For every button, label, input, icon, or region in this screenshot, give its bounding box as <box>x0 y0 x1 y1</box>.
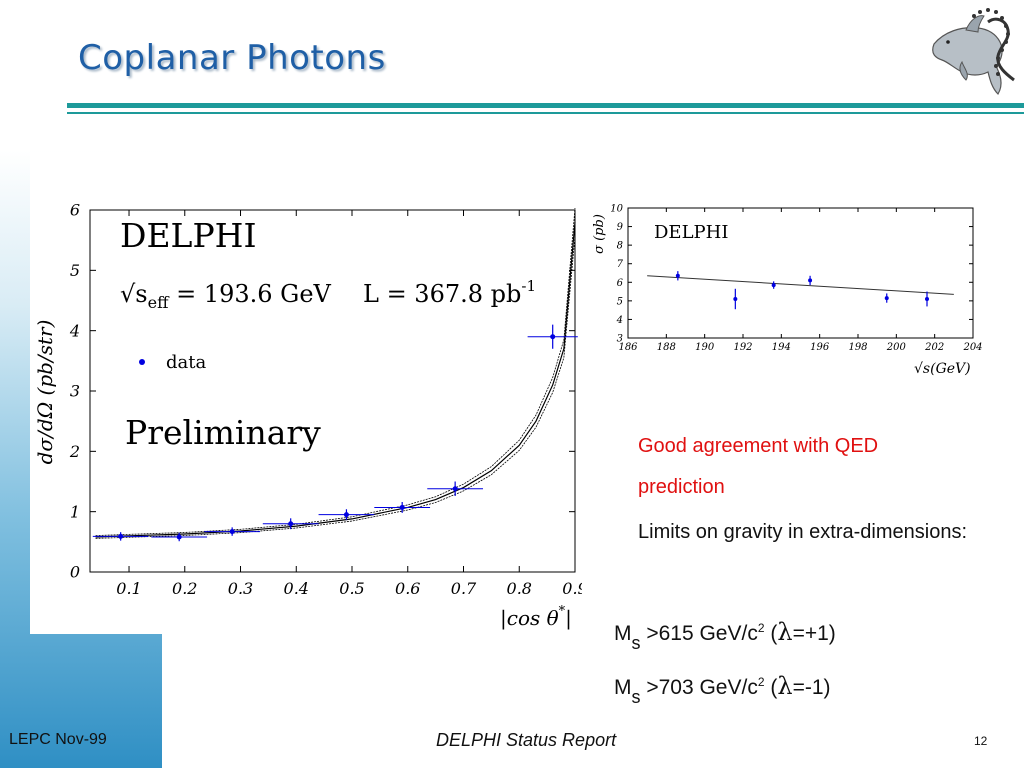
title-rule-thick <box>67 103 1024 108</box>
x-tick-label: 186 <box>618 342 638 353</box>
y-tick-label: 5 <box>617 296 623 307</box>
y-tick-label: 10 <box>610 204 623 215</box>
qed-curve-central <box>95 222 576 538</box>
cross-section-vs-energy-chart: 3 4 5 6 7 8 9 10 186 188 190 192 194 196 198 200 202 204… <box>592 204 983 378</box>
qed-agreement-text: Good agreement with QED prediction <box>638 435 879 498</box>
data-points <box>92 324 578 542</box>
inset-y-axis-ticks: 3 4 5 6 7 8 9 10 <box>610 204 973 345</box>
y-tick-label: 6 <box>70 201 80 220</box>
plot-frame <box>89 209 576 573</box>
data-point <box>808 278 813 283</box>
x-tick-label: 194 <box>772 342 791 353</box>
y-tick-label: 5 <box>70 261 80 280</box>
y-tick-label: 3 <box>70 382 80 401</box>
x-tick-label: 0.9 <box>562 579 582 598</box>
data-point <box>733 297 738 301</box>
x-tick-label: 188 <box>657 342 676 353</box>
title-rule-thin <box>67 112 1024 114</box>
x-tick-label: 190 <box>695 342 715 353</box>
data-point <box>925 297 929 301</box>
qed-curve-edge <box>95 236 576 539</box>
x-tick-label: 0.8 <box>507 579 532 598</box>
conclusions-block: Good agreement with QED prediction Limit… <box>638 426 968 553</box>
x-tick-label: 0.6 <box>395 579 420 598</box>
page-number: 12 <box>974 734 988 748</box>
x-tick-label: 0.3 <box>228 579 253 598</box>
x-tick-label: 198 <box>848 342 867 353</box>
y-tick-label: 0 <box>70 563 80 582</box>
data-point <box>675 273 680 278</box>
fit-line <box>647 275 954 295</box>
qed-curve-band <box>95 208 576 539</box>
limit-lambda-minus: Ms >703 GeV/c2 (λ=-1) <box>614 672 831 707</box>
inset-x-axis-ticks: 186 188 190 192 194 196 198 200 202 204 <box>618 208 983 353</box>
y-tick-label: 4 <box>69 321 80 340</box>
x-axis-label: |cos θ*| <box>500 604 572 631</box>
luminosity-label: L = 367.8 pb-1 <box>363 277 536 308</box>
y-axis-ticks: 0 1 2 3 4 5 6 <box>69 201 575 582</box>
qed-curve-edge <box>95 208 576 537</box>
data-point <box>550 334 556 340</box>
dolphin-body <box>932 15 1015 95</box>
y-tick-label: 2 <box>69 442 80 461</box>
y-tick-label: 9 <box>617 222 624 233</box>
inset-experiment-label: DELPHI <box>654 222 728 243</box>
data-point <box>229 529 235 535</box>
star-ring <box>972 8 1010 76</box>
inset-plot-frame <box>627 207 974 339</box>
data-point <box>771 283 776 288</box>
x-tick-label: 192 <box>733 342 752 353</box>
data-point <box>118 533 124 539</box>
x-tick-label: 196 <box>810 342 830 353</box>
y-tick-label: 3 <box>617 334 623 345</box>
x-tick-label: 202 <box>924 342 944 353</box>
x-tick-label: 0.7 <box>451 579 477 598</box>
slide-title: Coplanar Photons <box>78 38 386 78</box>
y-tick-label: 7 <box>617 259 624 270</box>
y-tick-label: 1 <box>70 502 80 521</box>
x-tick-label: 0.2 <box>172 579 197 598</box>
footer-report-title: DELPHI Status Report <box>436 730 617 750</box>
data-point <box>452 486 458 492</box>
y-tick-label: 6 <box>617 278 624 289</box>
data-point <box>288 521 294 527</box>
x-tick-label: 0.1 <box>116 579 141 598</box>
data-point <box>884 296 889 301</box>
y-tick-label: 4 <box>616 315 623 326</box>
angular-distribution-chart: 0 1 2 3 4 5 6 0.1 0.2 0.3 0.4 0.5 0.6 0.7 0.8 0.9 dσ/d… <box>33 201 588 631</box>
x-tick-label: 204 <box>962 342 982 353</box>
x-tick-label: 0.4 <box>284 579 309 598</box>
preliminary-label: Preliminary <box>125 413 321 452</box>
x-tick-label: 0.5 <box>339 579 364 598</box>
energy-label: √seff = 193.6 GeV <box>120 280 332 312</box>
main-plot-panel: 0 1 2 3 4 5 6 0.1 0.2 0.3 0.4 0.5 0.6 0.7 0.8 0.9 dσ/d… <box>30 152 588 634</box>
experiment-label: DELPHI <box>120 216 256 255</box>
data-point <box>343 512 349 518</box>
inset-y-axis-label: σ (pb) <box>592 214 607 254</box>
inset-data-points <box>675 271 929 310</box>
inset-plot-panel: 3 4 5 6 7 8 9 10 186 188 190 192 194 196 198 200 202 204… <box>588 196 988 382</box>
dolphin-logo-icon <box>932 8 1015 95</box>
y-axis-label: dσ/dΩ (pb/str) <box>33 320 57 465</box>
data-point <box>176 534 182 540</box>
y-tick-label: 8 <box>617 241 623 252</box>
legend-marker <box>139 359 145 365</box>
footer-date: LEPC Nov-99 <box>9 731 107 748</box>
legend-label: data <box>166 352 206 373</box>
limit-lambda-plus: Ms >615 GeV/c2 (λ=+1) <box>614 618 836 653</box>
gravity-limits-text: Limits on gravity in extra-dimensions: <box>638 521 968 543</box>
inset-x-axis-label: √s(GeV) <box>914 361 971 377</box>
data-point <box>399 504 405 510</box>
x-axis-ticks: 0.1 0.2 0.3 0.4 0.5 0.6 0.7 0.8 0.9 <box>116 210 588 598</box>
x-tick-label: 200 <box>886 342 907 353</box>
inset-fit-line <box>647 275 954 295</box>
